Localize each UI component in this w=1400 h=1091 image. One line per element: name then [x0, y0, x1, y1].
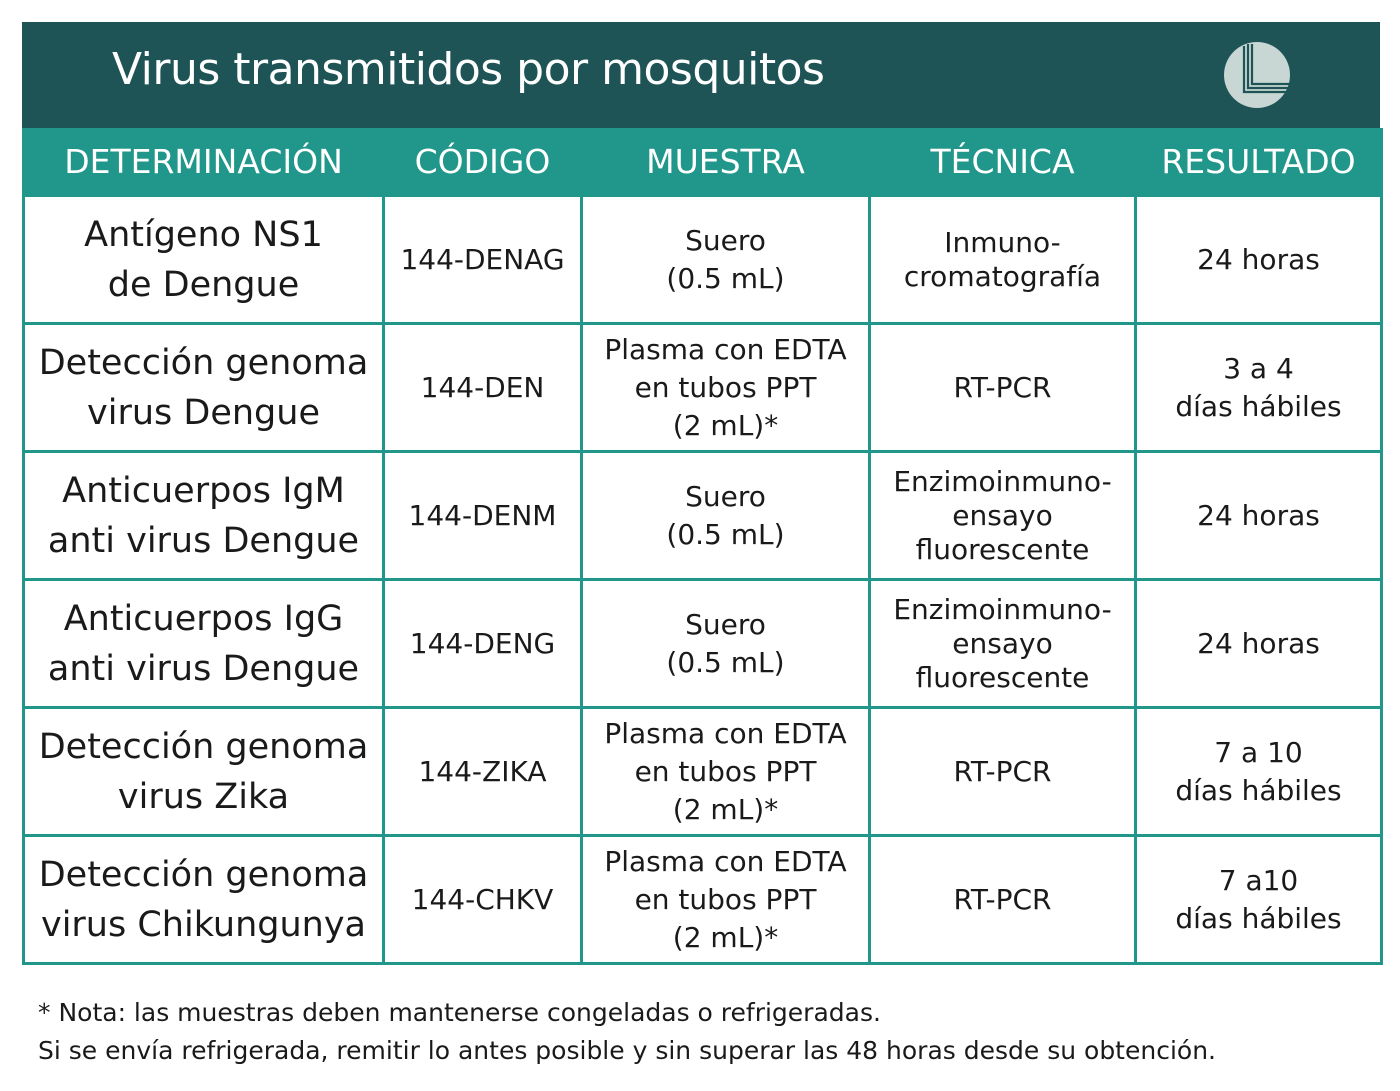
cell-line: Suero [685, 479, 766, 513]
result-cell: 24 horas [1134, 578, 1383, 709]
determination-cell: Detección genoma virus Chikungunya [22, 834, 385, 965]
column-header-codigo: CÓDIGO [382, 128, 583, 196]
table-row: Detección genoma virus Zika 144-ZIKA Plasma… [22, 706, 1383, 837]
column-header-determinacion: DETERMINACIÓN [22, 128, 385, 196]
code-cell: 144-CHKV [382, 834, 583, 965]
result-cell: 7 a 10 días hábiles [1134, 706, 1383, 837]
sample-cell: Suero (0.5 mL) [580, 578, 871, 709]
code-cell: 144-DENG [382, 578, 583, 709]
technique-cell: Inmuno-cromatografía [868, 194, 1137, 325]
result-cell: 24 horas [1134, 194, 1383, 325]
cell-line: RT-PCR [953, 882, 1052, 916]
cell-line: (0.5 mL) [666, 261, 785, 295]
cell-line: (2 mL)* [672, 920, 779, 954]
tests-table: DETERMINACIÓN CÓDIGO MUESTRA TÉCNICA RESULTA… [22, 128, 1383, 965]
code-cell: 144-DENAG [382, 194, 583, 325]
technique-cell: RT-PCR [868, 706, 1137, 837]
technique-cell: RT-PCR [868, 322, 1137, 453]
footnote: * Nota: las muestras deben mantenerse co… [38, 998, 881, 1027]
table-row: Anticuerpos IgM anti virus Dengue 144-DENM… [22, 450, 1383, 581]
cell-line: días hábiles [1175, 389, 1342, 423]
cell-line: Suero [685, 607, 766, 641]
cell-line: (0.5 mL) [666, 517, 785, 551]
cell-line: virus Zika [117, 776, 290, 817]
cell-line: anti virus Dengue [47, 648, 360, 689]
cell-line: Detección genoma [38, 342, 369, 383]
technique-cell: Enzimoinmuno-ensayo fluorescente [868, 578, 1137, 709]
table-row: Detección genoma virus Dengue 144-DEN Plasm… [22, 322, 1383, 453]
cell-line: Plasma con EDTA [604, 332, 847, 366]
code-cell: 144-DENM [382, 450, 583, 581]
cell-line: RT-PCR [953, 754, 1052, 788]
cell-line: 24 horas [1197, 626, 1320, 660]
cell-line: en tubos PPT [634, 882, 817, 916]
table-header-row: DETERMINACIÓN CÓDIGO MUESTRA TÉCNICA RESULTA… [22, 128, 1383, 196]
cell-line: Anticuerpos IgM [62, 470, 345, 511]
title-band: Virus transmitidos por mosquitos [22, 22, 1380, 128]
cell-line: 7 a 10 [1214, 735, 1303, 769]
cell-line: Plasma con EDTA [604, 716, 847, 750]
cell-line: Plasma con EDTA [604, 844, 847, 878]
cell-line: fluorescente [915, 660, 1090, 694]
cell-line: Enzimoinmuno- [893, 592, 1112, 626]
cell-line: de Dengue [107, 264, 300, 305]
determination-cell: Detección genoma virus Zika [22, 706, 385, 837]
cell-line: Anticuerpos IgG [63, 598, 344, 639]
cell-line: RT-PCR [953, 370, 1052, 404]
cell-line: Suero [685, 223, 766, 257]
technique-cell: Enzimoinmuno-ensayo fluorescente [868, 450, 1137, 581]
cell-line: 24 horas [1197, 242, 1320, 276]
result-cell: 7 a10 días hábiles [1134, 834, 1383, 965]
result-cell: 24 horas [1134, 450, 1383, 581]
cell-line: ensayo [952, 498, 1053, 532]
table-row: Detección genoma virus Chikungunya 144-CHK… [22, 834, 1383, 965]
cell-line: anti virus Dengue [47, 520, 360, 561]
cell-line: Detección genoma [38, 726, 369, 767]
sample-cell: Suero (0.5 mL) [580, 194, 871, 325]
footnotes: * Nota: las muestras deben mantenerse co… [38, 994, 1216, 1070]
determination-cell: Detección genoma virus Dengue [22, 322, 385, 453]
sample-cell: Suero (0.5 mL) [580, 450, 871, 581]
cell-line: ensayo [952, 626, 1053, 660]
cell-line: (2 mL)* [672, 408, 779, 442]
lab-logo-icon [1224, 42, 1290, 108]
cell-line: Detección genoma [38, 854, 369, 895]
cell-line: Inmuno- [944, 225, 1061, 259]
determination-cell: Anticuerpos IgG anti virus Dengue [22, 578, 385, 709]
cell-line: Antígeno NS1 [84, 214, 323, 255]
table-row: Antígeno NS1 de Dengue 144-DENAG Suero (0.5 … [22, 194, 1383, 325]
column-header-tecnica: TÉCNICA [868, 128, 1137, 196]
cell-line: en tubos PPT [634, 754, 817, 788]
cell-line: cromatografía [903, 259, 1102, 293]
determination-cell: Anticuerpos IgM anti virus Dengue [22, 450, 385, 581]
sample-cell: Plasma con EDTA en tubos PPT (2 mL)* [580, 706, 871, 837]
determination-cell: Antígeno NS1 de Dengue [22, 194, 385, 325]
page-title: Virus transmitidos por mosquitos [112, 44, 825, 95]
result-cell: 3 a 4 días hábiles [1134, 322, 1383, 453]
cell-line: virus Chikungunya [40, 904, 366, 945]
table-row: Anticuerpos IgG anti virus Dengue 144-DENG… [22, 578, 1383, 709]
column-header-muestra: MUESTRA [580, 128, 871, 196]
footnote: Si se envía refrigerada, remitir lo ante… [38, 1036, 1216, 1065]
cell-line: en tubos PPT [634, 370, 817, 404]
cell-line: 3 a 4 [1223, 351, 1294, 385]
cell-line: (0.5 mL) [666, 645, 785, 679]
cell-line: Enzimoinmuno- [893, 464, 1112, 498]
cell-line: virus Dengue [87, 392, 320, 433]
technique-cell: RT-PCR [868, 834, 1137, 965]
code-cell: 144-DEN [382, 322, 583, 453]
cell-line: fluorescente [915, 532, 1090, 566]
cell-line: 24 horas [1197, 498, 1320, 532]
column-header-resultado: RESULTADO [1134, 128, 1383, 196]
cell-line: (2 mL)* [672, 792, 779, 826]
sample-cell: Plasma con EDTA en tubos PPT (2 mL)* [580, 834, 871, 965]
cell-line: días hábiles [1175, 901, 1342, 935]
cell-line: 7 a10 [1218, 863, 1299, 897]
sample-cell: Plasma con EDTA en tubos PPT (2 mL)* [580, 322, 871, 453]
cell-line: días hábiles [1175, 773, 1342, 807]
code-cell: 144-ZIKA [382, 706, 583, 837]
